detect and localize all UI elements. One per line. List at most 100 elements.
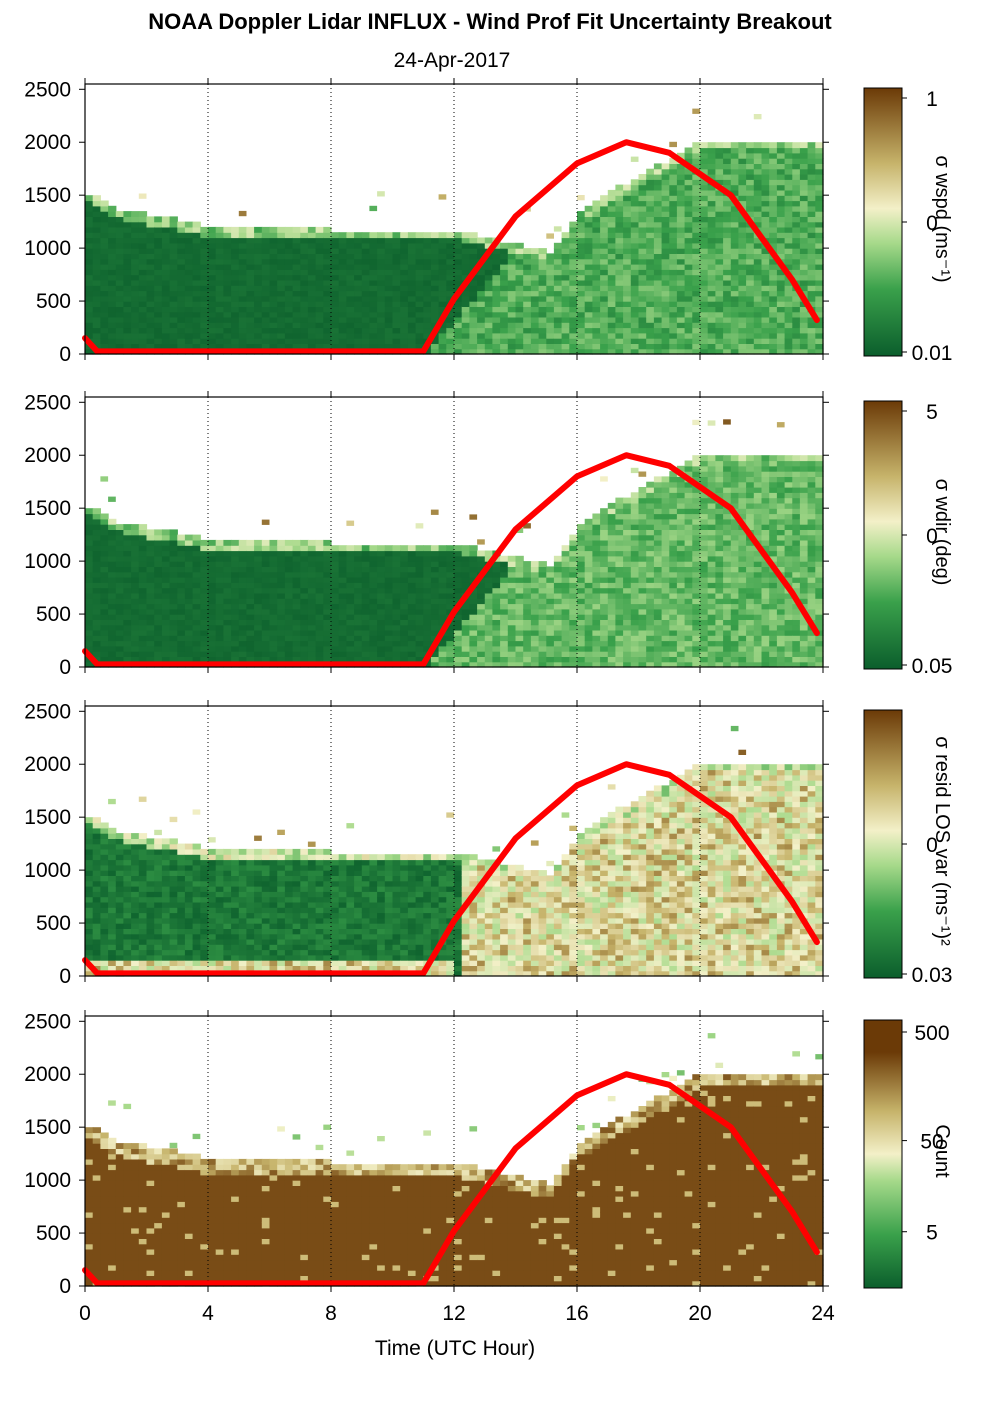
- heatmap-cell: [92, 587, 101, 594]
- heatmap-cell: [131, 258, 140, 265]
- heatmap-cell: [154, 285, 163, 292]
- heatmap-cell: [331, 274, 340, 281]
- heatmap-cell: [730, 237, 740, 244]
- heatmap-cell: [284, 295, 294, 302]
- heatmap-cell: [530, 619, 540, 626]
- heatmap-cell: [400, 555, 409, 562]
- heatmap-cell: [746, 248, 755, 254]
- heatmap-cell: [700, 221, 709, 228]
- heatmap-cell: [192, 571, 201, 578]
- heatmap-cell: [653, 608, 663, 615]
- heatmap-cell: [692, 195, 701, 202]
- heatmap-cell: [369, 285, 378, 292]
- heatmap-cell: [115, 582, 125, 589]
- heatmap-cell: [461, 582, 470, 589]
- heatmap-cell: [231, 640, 240, 647]
- heatmap-cell: [277, 614, 286, 620]
- heatmap-cell: [676, 645, 686, 652]
- heatmap-cell: [799, 343, 809, 350]
- heatmap-cell: [753, 221, 763, 228]
- heatmap-cell: [108, 518, 117, 525]
- heatmap-cell: [454, 587, 463, 594]
- heatmap-cell: [607, 619, 617, 626]
- heatmap-cell: [607, 629, 617, 636]
- heatmap-cell: [669, 237, 678, 244]
- heatmap-cell: [323, 279, 332, 286]
- heatmap-cell: [700, 163, 709, 170]
- heatmap-cell: [638, 242, 647, 249]
- heatmap-cell: [361, 545, 371, 552]
- heatmap-cell: [154, 269, 163, 276]
- heatmap-cell: [623, 316, 632, 323]
- heatmap-cell: [146, 338, 155, 344]
- heatmap-cell: [315, 651, 324, 657]
- heatmap-cell: [592, 301, 601, 307]
- heatmap-cell: [231, 561, 240, 567]
- heatmap-cell: [723, 603, 732, 610]
- heatmap-cell: [461, 645, 470, 652]
- heatmap-cell: [254, 306, 263, 313]
- heatmap-cell: [161, 327, 171, 334]
- heatmap-cell: [392, 640, 401, 647]
- heatmap-cell: [338, 645, 347, 652]
- heatmap-cell: [138, 524, 148, 530]
- heatmap-cell: [477, 608, 486, 615]
- heatmap-cell: [515, 561, 524, 567]
- heatmap-cell: [661, 316, 670, 323]
- heatmap-cell: [331, 582, 340, 589]
- heatmap-cell: [676, 598, 686, 605]
- heatmap-cell: [646, 242, 655, 249]
- heatmap-cell: [715, 518, 724, 525]
- heatmap-cell: [277, 306, 286, 313]
- heatmap-cell: [484, 614, 494, 620]
- heatmap-cell: [492, 656, 501, 663]
- heatmap-cell: [815, 237, 824, 244]
- heatmap-cell: [646, 279, 655, 286]
- heatmap-cell: [115, 226, 125, 233]
- heatmap-cell: [177, 614, 186, 620]
- colorbar-tick-label: 0.01: [912, 342, 953, 365]
- heatmap-cell: [746, 158, 755, 164]
- heatmap-cell: [184, 306, 194, 313]
- heatmap-cell: [269, 614, 278, 620]
- heatmap-cell: [738, 179, 747, 186]
- heatmap-cell: [538, 264, 547, 270]
- heatmap-cell: [461, 248, 470, 254]
- heatmap-cell: [615, 629, 624, 636]
- heatmap-cell: [292, 327, 301, 334]
- heatmap-cell: [469, 661, 478, 668]
- heatmap-cell: [108, 656, 117, 663]
- heatmap-cell: [776, 248, 786, 254]
- heatmap-cell: [377, 566, 386, 573]
- heatmap-cell: [331, 311, 340, 318]
- heatmap-cell: [430, 555, 440, 562]
- heatmap-cell: [623, 497, 632, 504]
- heatmap-cell: [615, 290, 624, 297]
- heatmap-cell: [315, 624, 324, 631]
- heatmap-cell: [200, 587, 209, 594]
- heatmap-cell: [100, 582, 109, 589]
- heatmap-cell: [346, 545, 355, 552]
- heatmap-cell: [246, 237, 255, 244]
- heatmap-cell: [315, 592, 324, 599]
- heatmap-cell: [615, 518, 624, 525]
- heatmap-cell: [761, 322, 770, 329]
- heatmap-cell: [730, 343, 740, 350]
- heatmap-cell: [684, 656, 693, 663]
- heatmap-cell: [184, 608, 194, 615]
- heatmap-cell: [730, 253, 740, 260]
- heatmap-cell: [500, 640, 509, 647]
- heatmap-cell: [623, 518, 632, 525]
- heatmap-cell: [523, 274, 532, 281]
- heatmap-cell: [477, 348, 486, 355]
- heatmap-cell: [446, 316, 455, 323]
- heatmap-cell: [177, 253, 186, 260]
- heatmap-cell: [300, 603, 309, 610]
- heatmap-cell: [792, 295, 801, 302]
- heatmap-cell: [507, 316, 517, 323]
- heatmap-cell: [277, 274, 286, 281]
- heatmap-cell: [100, 295, 109, 302]
- heatmap-cell: [115, 577, 125, 583]
- heatmap-cell: [653, 274, 663, 281]
- heatmap-cell: [646, 338, 655, 344]
